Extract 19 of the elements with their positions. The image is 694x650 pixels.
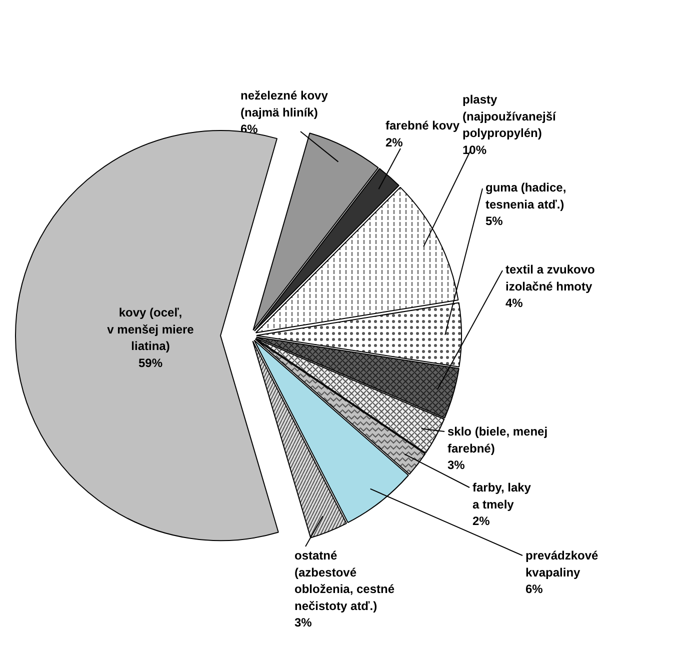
data-label: 2%	[386, 135, 404, 150]
slice-label: plasty (najpoužívanejší polypropylén)	[462, 92, 557, 140]
slice-label: farebné kovy	[386, 118, 460, 132]
data-label: 10%	[462, 142, 487, 157]
data-label: 4%	[506, 296, 524, 310]
data-label: 3%	[294, 616, 312, 630]
data-label: 3%	[448, 458, 466, 472]
data-label: 59%	[138, 356, 163, 370]
slice-label: farby, laky a tmely	[472, 480, 532, 512]
slice-label: ostatné (azbestové obloženia, cestné nečistoty atď.)	[294, 548, 395, 613]
slice-label: neželezné kovy (najmä hliník)	[240, 88, 328, 120]
slice-label: textil a zvukovo izolačné hmoty	[506, 262, 595, 294]
slice-label: prevádzkové kvapaliny	[526, 548, 599, 580]
slice-label: sklo (biele, menej farebné)	[448, 424, 548, 456]
data-label: 2%	[472, 514, 490, 528]
slice-label: kovy (oceľ, v menšej miere liatina)	[107, 306, 194, 354]
data-label: 5%	[486, 214, 504, 228]
data-label: 6%	[526, 582, 544, 596]
slice-label: guma (hadice, tesnenia atď.)	[486, 180, 566, 212]
